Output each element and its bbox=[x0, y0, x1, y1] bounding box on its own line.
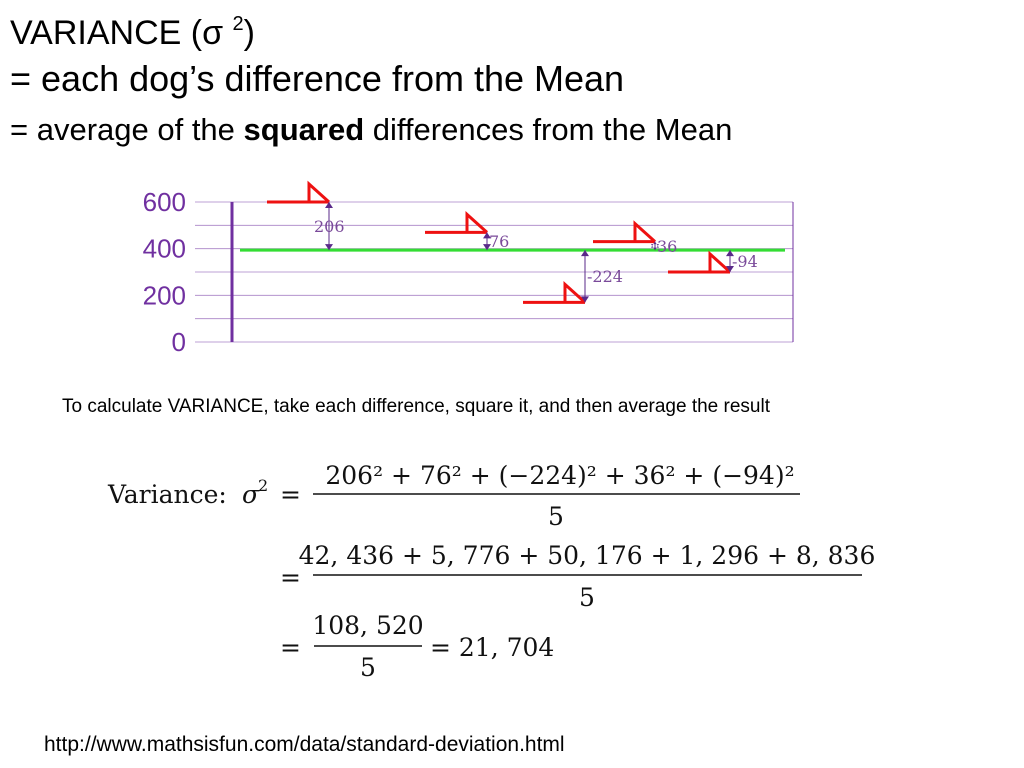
formula-sigma: σ bbox=[242, 480, 260, 509]
y-tick-label: 400 bbox=[143, 234, 186, 264]
title-superscript: 2 bbox=[232, 13, 244, 35]
y-tick-label: 0 bbox=[172, 327, 186, 355]
difference-arrowhead bbox=[325, 202, 333, 251]
dog-marker-ear bbox=[465, 210, 489, 234]
difference-label: 36 bbox=[657, 237, 677, 256]
difference-label: -224 bbox=[587, 267, 623, 286]
dog-marker-ear bbox=[633, 220, 657, 243]
difference-label: -94 bbox=[732, 252, 758, 271]
dog-height-chart: 600 400 200 0 206 76 -224 36 -94 bbox=[143, 180, 794, 355]
source-url: http://www.mathsisfun.com/data/standard-… bbox=[44, 733, 565, 756]
formula-equals-2: = bbox=[280, 563, 301, 592]
title-line-3-suffix: differences from the Mean bbox=[364, 112, 733, 147]
formula-row1-numerator: 206² + 76² + (−224)² + 36² + (−94)² bbox=[325, 461, 794, 490]
formula-equals-3: = bbox=[280, 633, 301, 662]
formula-row2-denominator: 5 bbox=[579, 583, 595, 612]
title-line-2: = each dog’s difference from the Mean bbox=[10, 58, 625, 99]
title-suffix: ) bbox=[243, 14, 255, 52]
formula-row2-numerator: 42, 436 + 5, 776 + 50, 176 + 1, 296 + 8,… bbox=[299, 541, 876, 570]
difference-arrowhead bbox=[483, 232, 491, 251]
difference-arrowhead bbox=[651, 241, 659, 251]
instruction-text: To calculate VARIANCE, take each differe… bbox=[62, 396, 770, 417]
variance-formula: Variance: σ 2 = 206² + 76² + (−224)² + 3… bbox=[107, 461, 876, 682]
title-line-1: VARIANCE (σ 2) bbox=[10, 2, 255, 55]
title-text: VARIANCE (σ bbox=[10, 14, 233, 52]
formula-result: = 21, 704 bbox=[430, 633, 554, 662]
formula-sigma-exponent: 2 bbox=[258, 476, 268, 495]
title-line-3-prefix: = average of the bbox=[10, 112, 244, 147]
formula-equals-1: = bbox=[280, 480, 301, 509]
difference-arrowhead bbox=[581, 250, 589, 303]
dog-marker-ear bbox=[307, 180, 331, 204]
difference-label: 206 bbox=[314, 217, 345, 236]
formula-row1-denominator: 5 bbox=[548, 502, 564, 531]
difference-label: 76 bbox=[489, 232, 509, 251]
formula-row3-numerator: 108, 520 bbox=[312, 611, 423, 640]
y-tick-label: 600 bbox=[143, 187, 186, 217]
dog-marker-ear bbox=[708, 250, 732, 274]
dog-marker-ear bbox=[563, 280, 587, 304]
title-line-3: = average of the squared differences fro… bbox=[10, 110, 732, 150]
y-tick-label: 200 bbox=[143, 280, 186, 310]
formula-row3-denominator: 5 bbox=[360, 653, 376, 682]
formula-label: Variance: bbox=[107, 480, 227, 509]
difference-arrowhead bbox=[726, 250, 734, 272]
title-line-3-bold: squared bbox=[243, 112, 365, 147]
